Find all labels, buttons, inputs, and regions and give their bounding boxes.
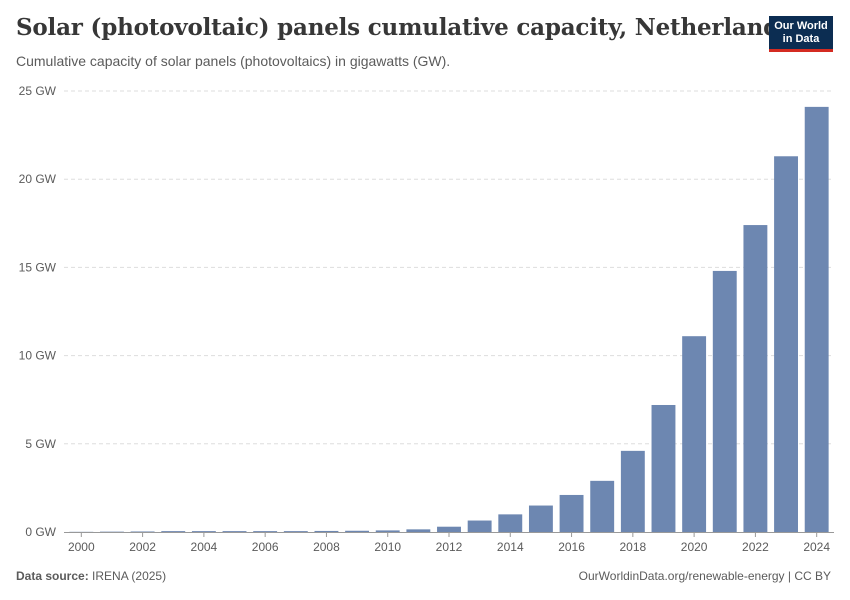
- x-tick-label: 2022: [742, 540, 769, 554]
- bar-2001[interactable]: [100, 531, 124, 533]
- x-axis: 2000 2002 2004 2006 2008 2010 2012 2014 2016 2018…: [64, 532, 834, 554]
- chart-subtitle: Cumulative capacity of solar panels (pho…: [16, 53, 451, 69]
- logo-accent-bar: [769, 49, 833, 52]
- bar-2022[interactable]: [743, 225, 768, 532]
- y-tick-label: 15 GW: [19, 260, 57, 274]
- y-tick-label: 10 GW: [19, 349, 57, 363]
- x-tick-label: 2000: [68, 540, 95, 554]
- bar-2003[interactable]: [161, 531, 186, 532]
- y-tick-label: 5 GW: [25, 437, 56, 451]
- bar-2013[interactable]: [467, 520, 492, 532]
- bar-2005[interactable]: [222, 531, 247, 532]
- logo-line-2: in Data: [782, 33, 820, 45]
- bars: [69, 106, 829, 533]
- y-tick-label: 0 GW: [25, 525, 56, 539]
- y-tick-label: 25 GW: [19, 84, 57, 98]
- grid-lines: [64, 90, 834, 445]
- x-tick-label: 2016: [558, 540, 585, 554]
- bar-2024[interactable]: [804, 106, 829, 532]
- x-tick-label: 2006: [252, 540, 279, 554]
- logo-line-1: Our World: [774, 20, 828, 32]
- y-tick-label: 20 GW: [19, 172, 57, 186]
- x-tick-label: 2014: [497, 540, 524, 554]
- bar-2023[interactable]: [774, 156, 798, 532]
- bar-2010[interactable]: [375, 530, 400, 532]
- bar-2011[interactable]: [406, 529, 431, 532]
- owid-logo[interactable]: Our World in Data: [769, 16, 833, 52]
- x-tick-label: 2010: [374, 540, 401, 554]
- y-axis-ticks: 0 GW 5 GW 10 GW 15 GW 20 GW 25 GW: [19, 84, 57, 539]
- bar-2018[interactable]: [620, 450, 645, 532]
- x-tick-label: 2020: [681, 540, 708, 554]
- data-source-value[interactable]: IRENA (2025): [92, 569, 167, 583]
- x-tick-label: 2002: [129, 540, 156, 554]
- bar-2004[interactable]: [191, 531, 216, 532]
- bar-2015[interactable]: [528, 505, 553, 532]
- bar-2020[interactable]: [682, 336, 707, 532]
- x-tick-label: 2018: [619, 540, 646, 554]
- bar-2021[interactable]: [712, 270, 737, 532]
- bar-2012[interactable]: [437, 526, 461, 532]
- x-tick-label: 2004: [191, 540, 218, 554]
- bar-2008[interactable]: [314, 530, 339, 532]
- x-tick-label: 2024: [803, 540, 830, 554]
- bar-2016[interactable]: [559, 494, 584, 532]
- bar-2006[interactable]: [253, 531, 278, 532]
- bar-2002[interactable]: [130, 531, 155, 533]
- x-tick-label: 2008: [313, 540, 340, 554]
- data-source: Data source: IRENA (2025): [16, 569, 166, 583]
- chart-title: Solar (photovoltaic) panels cumulative c…: [16, 14, 792, 41]
- bar-2017[interactable]: [590, 480, 615, 532]
- footer-credit[interactable]: OurWorldinData.org/renewable-energy | CC…: [578, 569, 831, 583]
- data-source-label: Data source:: [16, 569, 89, 583]
- x-tick-label: 2012: [436, 540, 463, 554]
- bar-2007[interactable]: [283, 531, 308, 532]
- bar-2019[interactable]: [651, 404, 676, 532]
- bar-2014[interactable]: [498, 514, 523, 532]
- bar-2009[interactable]: [345, 530, 370, 532]
